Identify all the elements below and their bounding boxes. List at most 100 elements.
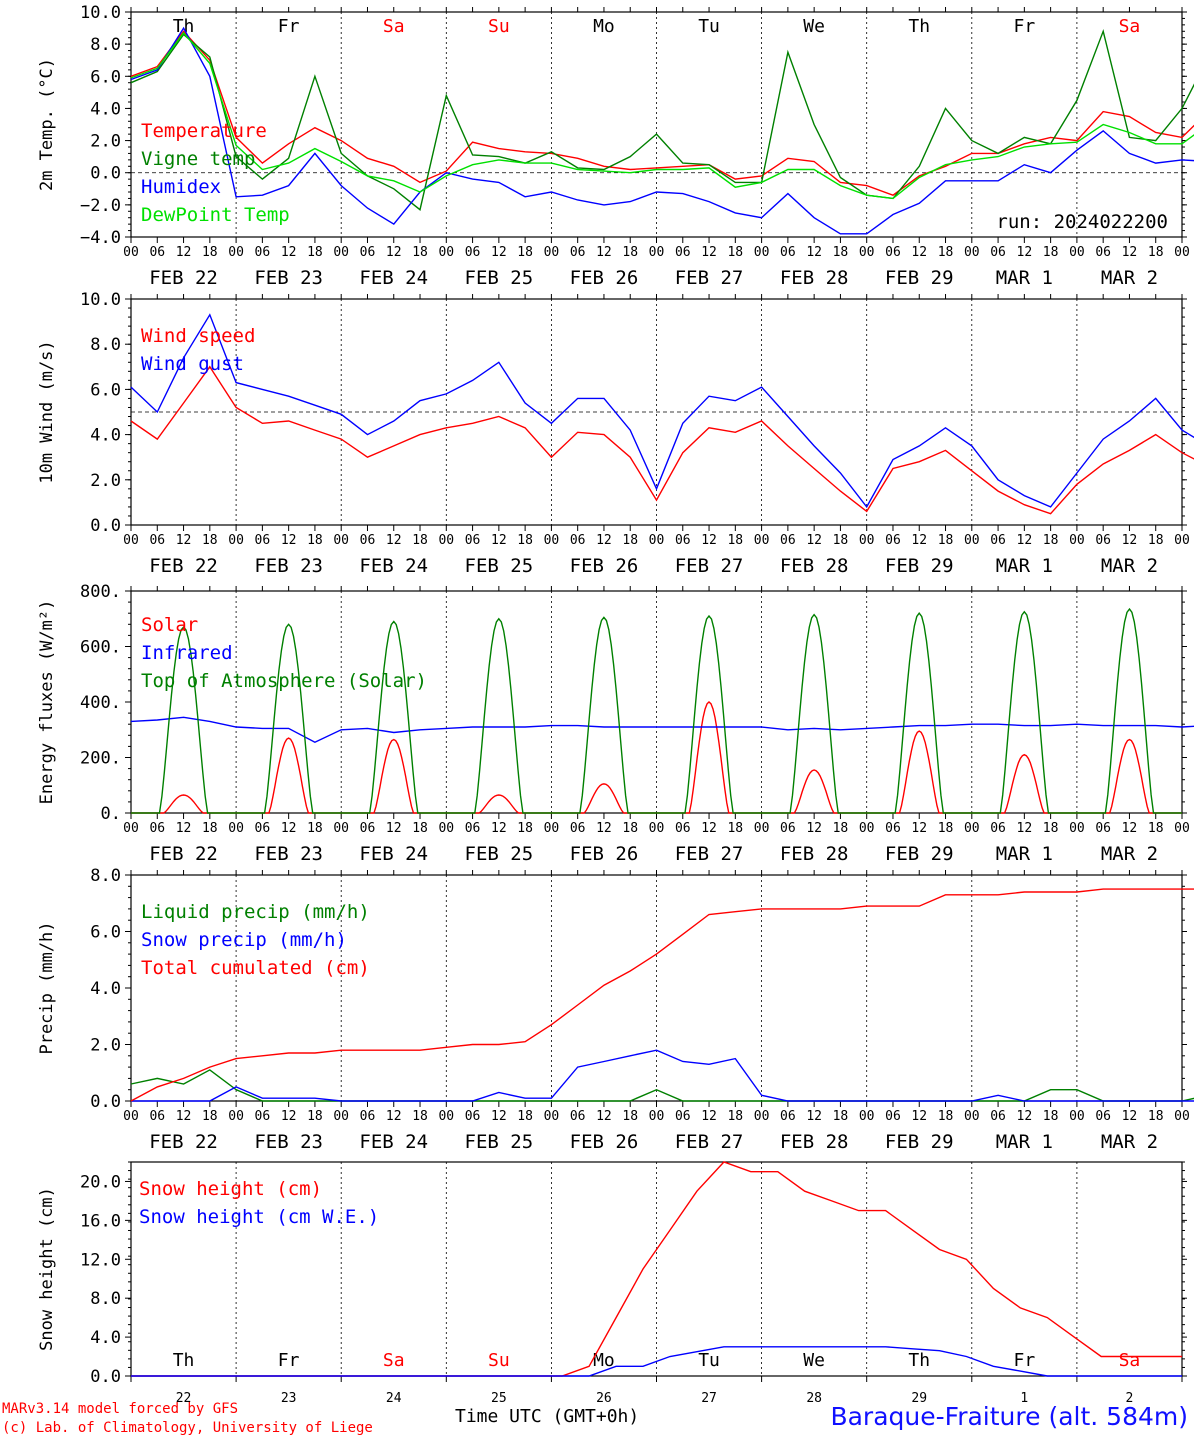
legend-entry: Wind speed (141, 325, 255, 347)
hour-label: 06 (255, 1109, 271, 1124)
hour-label: 18 (727, 533, 743, 548)
hour-label: 00 (754, 533, 770, 548)
hour-label: 00 (438, 821, 454, 836)
day-number-label: 27 (701, 1391, 717, 1406)
hour-label: 18 (938, 245, 954, 260)
hour-label: 18 (1148, 821, 1164, 836)
lab-credit: (c) Lab. of Climatology, University of L… (2, 1420, 373, 1436)
hour-label: 00 (649, 245, 665, 260)
hour-label: 18 (833, 245, 849, 260)
hour-label: 18 (1043, 245, 1059, 260)
legend-entry: Liquid precip (mm/h) (141, 901, 370, 923)
hour-label: 18 (1043, 1109, 1059, 1124)
hour-label: 00 (1174, 245, 1190, 260)
hour-label: 12 (596, 1109, 612, 1124)
hour-label: 00 (438, 1109, 454, 1124)
hour-label: 06 (885, 245, 901, 260)
hour-label: 00 (964, 245, 980, 260)
hour-label: 12 (1122, 533, 1138, 548)
hour-label: 12 (491, 821, 507, 836)
date-label: FEB 28 (780, 555, 849, 577)
legend-entry: Snow height (cm) (139, 1178, 322, 1200)
weekday-label: Tu (698, 16, 720, 37)
hour-label: 18 (202, 533, 218, 548)
y-tick-label: 10.0 (80, 290, 121, 310)
date-label: FEB 24 (359, 267, 428, 289)
hour-label: 06 (570, 821, 586, 836)
y-tick-label: 2.0 (90, 132, 121, 152)
date-label: FEB 26 (570, 267, 639, 289)
date-label: MAR 1 (996, 1131, 1053, 1153)
y-tick-label: 8.0 (90, 335, 121, 355)
legend-entry: Snow height (cm W.E.) (139, 1206, 379, 1228)
series-line (130, 313, 1194, 509)
hour-label: 06 (360, 821, 376, 836)
date-label: FEB 26 (570, 1131, 639, 1153)
hour-label: 06 (360, 245, 376, 260)
weekday-label: We (803, 1350, 825, 1371)
hour-label: 18 (1148, 245, 1164, 260)
hour-label: 06 (990, 1109, 1006, 1124)
series-line (130, 716, 1194, 743)
y-tick-label: 8.0 (90, 866, 121, 886)
hour-label: 00 (1069, 245, 1085, 260)
y-axis-label: Energy fluxes (W/m²) (37, 600, 57, 805)
legend-entry: Vigne temp (141, 148, 255, 170)
y-tick-label: −2.0 (80, 196, 121, 216)
x-axis-unit-label: Time UTC (GMT+0h) (455, 1406, 640, 1427)
date-label: FEB 24 (359, 555, 428, 577)
hour-label: 00 (333, 1109, 349, 1124)
hour-label: 18 (412, 533, 428, 548)
hour-label: 12 (176, 821, 192, 836)
date-label: MAR 1 (996, 267, 1053, 289)
date-label: FEB 22 (149, 555, 218, 577)
hour-label: 06 (675, 245, 691, 260)
y-axis-label: Snow height (cm) (37, 1187, 57, 1351)
date-label: FEB 28 (780, 1131, 849, 1153)
hour-label: 12 (281, 533, 297, 548)
date-label: FEB 25 (465, 1131, 534, 1153)
hour-label: 00 (544, 821, 560, 836)
hour-label: 18 (307, 821, 323, 836)
hour-label: 00 (859, 1109, 875, 1124)
hour-label: 06 (780, 821, 796, 836)
series-line (131, 1049, 1194, 1102)
hour-label: 12 (1122, 245, 1138, 260)
hour-label: 06 (255, 245, 271, 260)
hour-label: 18 (412, 1109, 428, 1124)
date-label: MAR 2 (1101, 555, 1158, 577)
hour-label: 18 (307, 1109, 323, 1124)
y-tick-label: 6.0 (90, 380, 121, 400)
series-line (131, 607, 1182, 814)
hour-label: 06 (885, 1109, 901, 1124)
legend-entry: Humidex (141, 176, 221, 198)
hour-label: 12 (386, 533, 402, 548)
hour-label: 06 (360, 533, 376, 548)
hour-label: 12 (281, 821, 297, 836)
hour-label: 18 (517, 533, 533, 548)
hour-label: 12 (386, 245, 402, 260)
date-label: FEB 27 (675, 555, 744, 577)
date-label: MAR 1 (996, 843, 1053, 865)
y-tick-label: 4.0 (90, 99, 121, 119)
hour-label: 00 (1069, 1109, 1085, 1124)
hour-label: 00 (438, 245, 454, 260)
series-line (130, 1069, 1194, 1102)
hour-label: 12 (806, 1109, 822, 1124)
hour-label: 06 (780, 245, 796, 260)
day-number-label: 24 (386, 1391, 402, 1406)
weekday-label: Su (488, 1350, 510, 1371)
hour-label: 00 (859, 821, 875, 836)
weekday-label: Tu (698, 1350, 720, 1371)
date-label: FEB 22 (149, 267, 218, 289)
hour-label: 00 (1174, 821, 1190, 836)
hour-label: 18 (938, 821, 954, 836)
y-axis-label: Precip (mm/h) (37, 921, 57, 1054)
hour-label: 00 (123, 1109, 139, 1124)
hour-label: 06 (465, 245, 481, 260)
hour-label: 06 (780, 533, 796, 548)
legend-entry: Infrared (141, 642, 233, 664)
hour-label: 12 (386, 1109, 402, 1124)
y-tick-label: 6.0 (90, 923, 121, 943)
date-label: FEB 26 (570, 555, 639, 577)
